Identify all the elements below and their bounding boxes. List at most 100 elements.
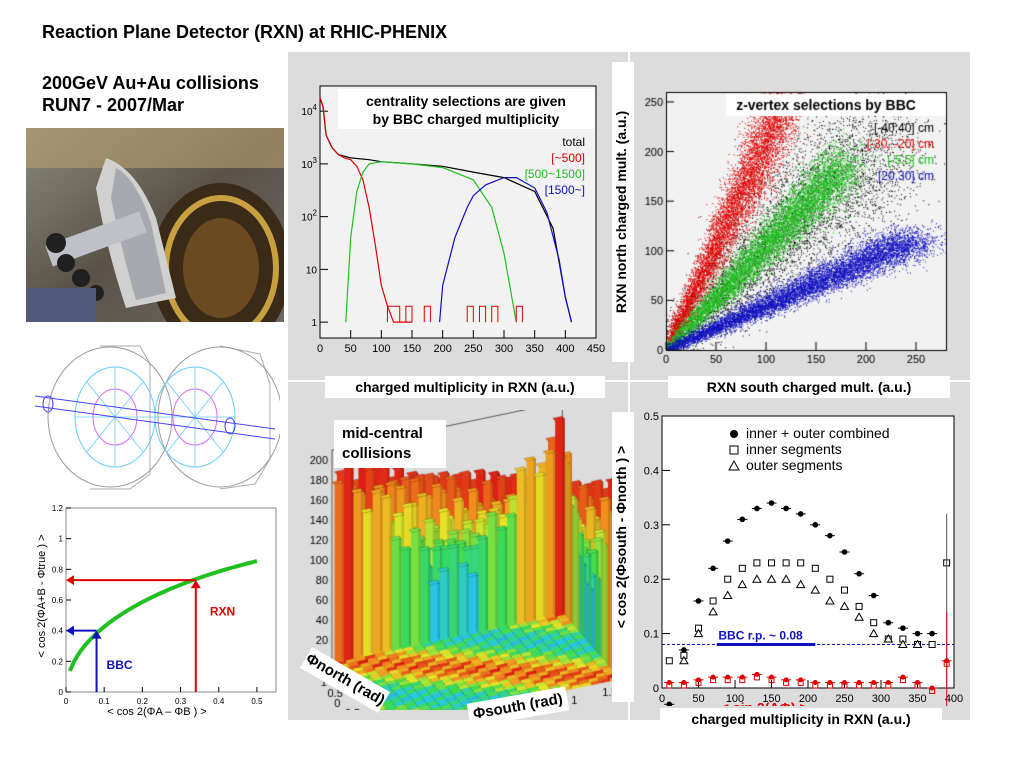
centrality-annotation-line1: centrality selections are given <box>366 93 566 109</box>
corr-ytick-label: 0.2 <box>52 657 64 666</box>
corr-bbc-label: BBC <box>107 658 133 672</box>
centrality-xlabel: charged multiplicity in RXN (a.u.) <box>325 376 605 398</box>
centrality-legend-3: [1500~] <box>545 183 585 197</box>
corr-xtick-label: 0 <box>64 697 69 706</box>
page-title: Reaction Plane Detector (RXN) at RHIC-PH… <box>42 22 448 42</box>
panel-divider-v <box>628 52 630 720</box>
corr-rxn-arrow-up <box>190 580 201 589</box>
res-ylabel-box <box>612 412 634 702</box>
detector-schematic <box>34 345 280 490</box>
lego-annotation: mid-central collisions <box>334 420 446 468</box>
centrality-legend-1: [~500] <box>551 151 585 165</box>
res-xtick-label: 350 <box>908 693 926 705</box>
res-combined-point <box>797 511 804 517</box>
centrality-xtick-label: 200 <box>433 343 451 355</box>
zvertex-ylabel: RXN north charged mult. (a.u.) <box>613 110 629 314</box>
centrality-legend-2: [500~1500] <box>525 167 585 181</box>
res-ytick-label: 0.3 <box>644 520 659 532</box>
res-ytick-label: 0 <box>653 683 659 695</box>
res-outer-point <box>912 639 923 648</box>
centrality-noise <box>423 305 431 323</box>
res-sin-square <box>812 682 819 689</box>
res-xtick-label: 400 <box>945 693 963 705</box>
res-combined-point <box>856 570 862 577</box>
res-sin-square <box>914 682 921 689</box>
res-legend-marker-2 <box>728 459 740 471</box>
res-sin-square <box>768 677 775 684</box>
res-outer-point <box>679 655 689 665</box>
res-outer-point <box>693 628 704 638</box>
centrality-noise <box>466 305 474 323</box>
res-sin-square <box>899 677 906 684</box>
corr-ytick-label: 0.6 <box>52 596 64 605</box>
centrality-chart: 0 50 100 150 200 250 300 350 400 450 1 10 102 103 104 c… <box>301 85 605 355</box>
centrality-noise <box>491 305 499 323</box>
res-outer-point <box>825 595 835 605</box>
centrality-series-1 <box>319 97 412 323</box>
res-sin-point <box>696 677 701 683</box>
res-bbc-label: BBC r.p. ~ 0.08 <box>718 628 803 642</box>
res-sin-square <box>695 679 702 686</box>
corr-rxn-label: RXN <box>210 604 235 618</box>
centrality-xtick-label: 350 <box>525 343 543 355</box>
res-legend-label-1: inner segments <box>746 441 842 457</box>
res-xtick-label: 250 <box>835 693 853 705</box>
res-combined-point <box>710 565 716 572</box>
res-combined-point <box>739 516 746 523</box>
centrality-annotation-line2: by BBC charged multiplicity <box>373 111 560 127</box>
corr-ytick-label: 1 <box>59 535 64 544</box>
corr-xtick-label: 0.1 <box>99 697 111 706</box>
res-outer-point <box>752 574 762 583</box>
res-combined-point <box>724 538 731 544</box>
res-inner-point <box>768 559 775 567</box>
lego-annotation-line1: mid-central <box>342 425 423 442</box>
res-ytick-label: 0.1 <box>644 629 659 641</box>
centrality-xtick-label: 150 <box>403 343 421 355</box>
res-inner-point <box>709 597 717 605</box>
subtitle-line1: 200GeV Au+Au collisions <box>42 73 259 93</box>
res-sin-square <box>753 674 760 681</box>
res-combined-point <box>812 522 819 528</box>
res-inner-point <box>753 559 761 567</box>
corr-bbc-arrow <box>66 625 74 636</box>
correction-xlabel: < cos 2(ΦA – ΦB ) > <box>107 706 207 718</box>
res-xtick-label: 300 <box>872 693 890 705</box>
res-xlabel: charged multiplicity in RXN (a.u.) <box>660 708 942 730</box>
res-sin-square <box>680 682 687 689</box>
zvertex-chart <box>636 86 958 370</box>
res-outer-point <box>722 590 733 600</box>
res-combined-point <box>841 549 848 555</box>
res-sin-square <box>739 677 746 684</box>
res-combined-point <box>827 532 833 539</box>
res-combined-point <box>870 592 877 599</box>
res-outer-point <box>898 639 908 648</box>
corr-rxn-arrow <box>66 575 74 586</box>
res-sin-square <box>710 677 717 684</box>
res-inner-point <box>928 640 936 648</box>
corr-ytick-label: 0 <box>59 688 64 697</box>
res-ylabel: < cos 2(Φsouth - Φnorth ) > <box>613 445 629 629</box>
res-sin-square <box>724 677 731 684</box>
res-xtick-label: 0 <box>659 693 665 705</box>
res-xtick-label: 150 <box>762 693 780 705</box>
res-frame <box>661 415 955 689</box>
corr-xtick-label: 0.3 <box>175 697 187 706</box>
subtitle: 200GeV Au+Au collisions RUN7 - 2007/Mar <box>42 72 259 116</box>
res-legend-label-2: outer segments <box>746 457 843 473</box>
res-outer-point <box>854 612 864 621</box>
res-inner-point <box>665 657 673 665</box>
centrality-ytick-label: 103 <box>301 156 317 171</box>
res-xtick-label: 100 <box>726 693 744 705</box>
corr-xtick-label: 0.5 <box>251 697 263 706</box>
res-xtick-label: 200 <box>799 693 817 705</box>
centrality-xtick-label: 250 <box>464 343 482 355</box>
res-outer-point <box>781 574 791 583</box>
res-sin-square <box>841 682 848 689</box>
res-outer-point <box>839 601 850 610</box>
centrality-ytick-label: 10 <box>306 265 318 276</box>
centrality-noise <box>515 305 523 323</box>
res-sin-point <box>783 677 789 683</box>
centrality-legend-0: total <box>562 135 585 149</box>
res-legend-label-0: inner + outer combined <box>746 425 890 441</box>
corr-bbc-arrow-up <box>91 630 102 639</box>
